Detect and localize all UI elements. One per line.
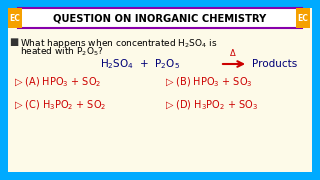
Text: EC: EC <box>298 14 308 22</box>
Text: $\triangleright$ (A) $\mathregular{HPO_3}$ + $\mathregular{SO_2}$: $\triangleright$ (A) $\mathregular{HPO_3… <box>14 75 101 89</box>
Text: What happens when concentrated $\mathregular{H_2SO_4}$ is: What happens when concentrated $\mathreg… <box>20 37 218 50</box>
FancyBboxPatch shape <box>8 8 22 28</box>
Text: $\triangleright$ (D) $\mathregular{H_3PO_2}$ + $\mathregular{SO_3}$: $\triangleright$ (D) $\mathregular{H_3PO… <box>165 98 258 112</box>
Text: EC: EC <box>10 14 20 22</box>
Text: $\triangleright$ (C) $\mathregular{H_3PO_2}$ + $\mathregular{SO_2}$: $\triangleright$ (C) $\mathregular{H_3PO… <box>14 98 106 112</box>
FancyBboxPatch shape <box>18 8 302 28</box>
Text: heated with $\mathregular{P_2O_5}$?: heated with $\mathregular{P_2O_5}$? <box>20 46 104 58</box>
Text: ■: ■ <box>9 37 19 47</box>
Text: $\triangleright$ (B) $\mathregular{HPO_3}$ + $\mathregular{SO_3}$: $\triangleright$ (B) $\mathregular{HPO_3… <box>165 75 253 89</box>
Text: Products: Products <box>252 59 297 69</box>
FancyBboxPatch shape <box>296 8 310 28</box>
Text: Δ: Δ <box>230 49 236 58</box>
Text: QUESTION ON INORGANIC CHEMISTRY: QUESTION ON INORGANIC CHEMISTRY <box>53 13 267 23</box>
FancyBboxPatch shape <box>8 8 312 172</box>
Text: $\mathregular{H_2SO_4}$  +  $\mathregular{P_2O_5}$: $\mathregular{H_2SO_4}$ + $\mathregular{… <box>100 57 180 71</box>
